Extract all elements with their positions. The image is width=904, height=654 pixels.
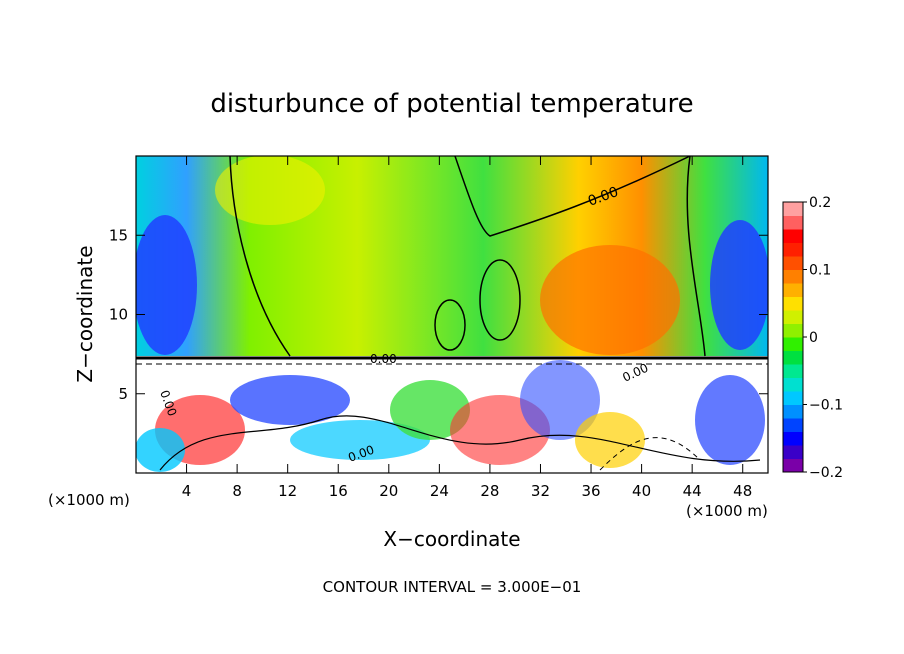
colorbar-swatch — [783, 269, 803, 284]
colorbar-swatch — [783, 229, 803, 243]
y-axis: 5 10 15 — [109, 226, 768, 403]
y-tick-label: 15 — [109, 226, 128, 244]
cold-blob-left — [136, 215, 197, 355]
y-tick-label: 5 — [118, 385, 128, 403]
x-tick-label: 44 — [683, 482, 702, 500]
x-axis: 4 8 12 16 20 24 28 32 36 40 44 48 — [182, 156, 752, 500]
x-tick-label: 16 — [329, 482, 348, 500]
colorbar-swatch — [783, 350, 803, 365]
contour-loop-a — [434, 299, 466, 351]
colorbar: 0.2 0.1 0 −0.1 −0.2 — [782, 195, 843, 481]
colorbar-swatch — [783, 323, 803, 338]
colorbar-swatch — [783, 404, 803, 419]
x-axis-title: X−coordinate — [383, 527, 520, 551]
x-unit-label-right: (×1000 m) — [686, 502, 768, 520]
colorbar-swatch — [783, 445, 803, 459]
x-tick-label: 48 — [733, 482, 752, 500]
colorbar-swatch — [783, 364, 803, 378]
x-tick-label: 4 — [182, 482, 192, 500]
contour-zero-upper-right — [686, 156, 706, 357]
contour-interval-note: CONTOUR INTERVAL = 3.000E−01 — [323, 578, 582, 596]
x-tick-label: 40 — [632, 482, 651, 500]
contour-loop-b — [479, 259, 521, 341]
colorbar-swatch — [783, 283, 803, 297]
colorbar-tick-label: 0.2 — [809, 195, 831, 211]
contour-label: 0.00 — [370, 352, 397, 366]
colorbar-swatch — [783, 458, 803, 473]
colorbar-tick-label: 0 — [809, 330, 818, 346]
contour-zero-upper-mid — [454, 156, 691, 237]
x-tick-label: 24 — [430, 482, 449, 500]
plot-area — [136, 156, 768, 473]
x-tick-label: 32 — [531, 482, 550, 500]
x-tick-label: 28 — [480, 482, 499, 500]
chart-title: disturbunce of potential temperature — [210, 89, 693, 119]
colorbar-swatch — [783, 337, 803, 351]
colorbar-swatch — [783, 242, 803, 257]
contour-lower — [159, 415, 761, 471]
turbulent-layer — [136, 360, 765, 472]
x-tick-label: 20 — [379, 482, 398, 500]
warm-blob-center — [540, 245, 680, 355]
colorbar-swatch — [783, 418, 803, 432]
colorbar-swatch — [783, 310, 803, 324]
colorbar-tick-label: 0.1 — [809, 263, 831, 279]
colorbar-swatch — [783, 202, 803, 216]
x-tick-label: 8 — [232, 482, 242, 500]
colorbar-swatch — [783, 215, 803, 230]
colorbar-swatch — [783, 296, 803, 311]
x-tick-label: 36 — [581, 482, 600, 500]
colorbar-swatch — [783, 391, 803, 405]
colorbar-tick-label: −0.2 — [809, 465, 843, 481]
contour-zero-upper-left — [229, 156, 291, 357]
colorbar-tick-label: −0.1 — [809, 398, 843, 414]
x-unit-label: (×1000 m) — [48, 491, 130, 509]
y-tick-label: 10 — [109, 306, 128, 324]
colorbar-swatch — [783, 256, 803, 270]
contour-lower-dashed — [599, 437, 701, 471]
cold-blob-right — [710, 220, 768, 350]
y-axis-title: Z−coordinate — [73, 245, 97, 382]
x-tick-label: 12 — [278, 482, 297, 500]
yellow-blob-top — [215, 156, 325, 225]
colorbar-swatch — [783, 377, 803, 392]
colorbar-swatch — [783, 431, 803, 446]
